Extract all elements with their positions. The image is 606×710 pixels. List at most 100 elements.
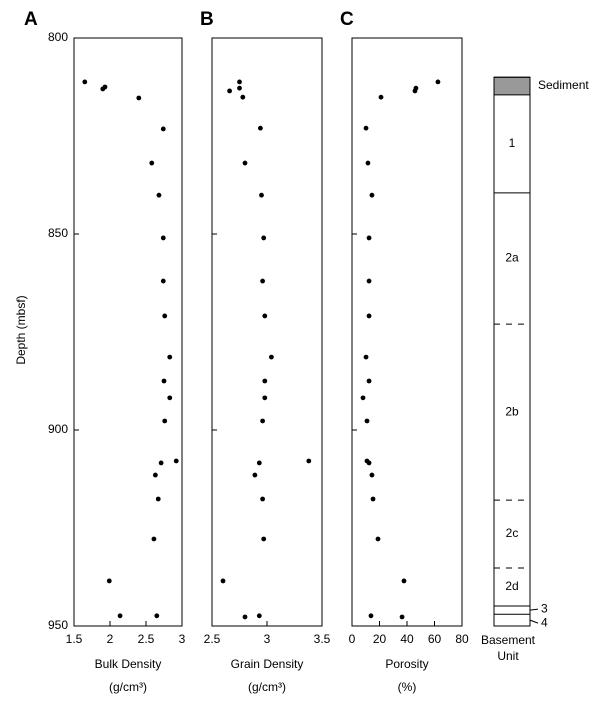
y-tick-label: 800	[48, 30, 68, 44]
unit-leader	[529, 608, 539, 611]
y-axis-label: Depth (mbsf)	[14, 295, 28, 364]
data-point	[154, 613, 160, 619]
data-point	[82, 79, 88, 85]
x-tick-label: 2	[107, 632, 114, 646]
x-axis-unit: (%)	[398, 680, 417, 694]
y-tick-label: 850	[48, 226, 68, 240]
data-point	[151, 536, 157, 542]
data-point	[160, 278, 166, 284]
data-point	[262, 378, 268, 384]
unit-label: Sediment	[538, 78, 589, 92]
unit-leader	[529, 619, 539, 624]
column-frame	[493, 76, 531, 627]
data-point	[262, 313, 268, 319]
data-point	[162, 313, 168, 319]
x-tick-label: 2.5	[138, 632, 155, 646]
data-point	[161, 378, 167, 384]
x-tick-label: 2.5	[204, 632, 221, 646]
plot-frame	[73, 37, 183, 627]
data-point	[360, 395, 366, 401]
x-axis-label: Bulk Density	[95, 657, 162, 671]
unit-label: 2a	[505, 251, 519, 265]
data-point	[136, 95, 142, 101]
data-point	[167, 395, 173, 401]
data-point	[260, 496, 265, 502]
unit-label: 4	[541, 615, 548, 629]
data-point	[366, 278, 372, 284]
x-axis-label: Porosity	[385, 657, 428, 671]
data-point	[242, 614, 248, 620]
x-tick-label: 3.5	[314, 632, 331, 646]
x-tick-label: 0	[349, 632, 356, 646]
data-point	[237, 79, 242, 85]
x-axis-unit: (g/cm³)	[109, 680, 147, 694]
data-point	[256, 460, 262, 466]
x-tick-label: 3	[179, 632, 186, 646]
data-point	[220, 578, 226, 584]
unit-box	[494, 606, 530, 615]
data-point	[242, 160, 248, 166]
data-point	[363, 125, 369, 131]
unit-box	[494, 500, 530, 568]
data-point	[258, 125, 263, 131]
data-point	[259, 192, 264, 198]
plot-frame	[211, 37, 323, 627]
unit-box	[494, 192, 530, 325]
data-point	[106, 578, 112, 584]
data-point	[173, 458, 179, 464]
panel-title: A	[24, 9, 38, 30]
x-tick-label: 3	[264, 632, 271, 646]
data-point	[370, 496, 376, 502]
data-point	[102, 84, 108, 90]
unit-box	[494, 614, 530, 626]
panel-title: C	[340, 9, 354, 30]
unit-label: 1	[509, 136, 516, 150]
data-point	[256, 613, 262, 619]
data-point	[252, 472, 258, 478]
data-point	[401, 578, 407, 584]
data-point	[227, 88, 233, 94]
data-point	[369, 472, 375, 478]
data-point	[363, 354, 369, 360]
x-tick-label: 40	[400, 632, 414, 646]
data-point	[375, 536, 381, 542]
x-tick-label: 20	[373, 632, 387, 646]
unit-label: 2c	[506, 526, 519, 540]
data-point	[366, 313, 372, 319]
x-tick-label: 60	[428, 632, 442, 646]
data-point	[306, 458, 312, 464]
data-point	[158, 460, 164, 466]
x-tick-label: 1.5	[66, 632, 83, 646]
data-point	[435, 79, 441, 85]
data-point	[365, 160, 371, 166]
data-point	[149, 160, 155, 166]
data-point	[369, 192, 375, 198]
data-point	[160, 235, 166, 241]
y-tick-label: 900	[48, 422, 68, 436]
data-point	[260, 418, 265, 424]
data-point	[155, 496, 161, 502]
data-point	[269, 354, 274, 360]
data-point	[399, 614, 405, 620]
unit-label: 2b	[505, 404, 519, 418]
data-point	[167, 354, 173, 360]
data-point	[366, 235, 372, 241]
data-point	[117, 613, 123, 619]
x-tick-label: 80	[455, 632, 469, 646]
x-axis-label: Grain Density	[231, 657, 304, 671]
column-title: Basement	[481, 633, 536, 647]
unit-label: 3	[541, 601, 548, 615]
unit-box	[494, 324, 530, 501]
panel-title: B	[200, 9, 214, 30]
data-point	[162, 418, 168, 424]
unit-box	[494, 94, 530, 193]
data-point	[366, 460, 372, 466]
data-point	[260, 278, 265, 284]
data-point	[160, 126, 166, 132]
data-point	[240, 94, 246, 100]
data-point	[156, 192, 162, 198]
unit-label: 2d	[505, 579, 518, 593]
data-point	[378, 94, 384, 100]
data-point	[262, 395, 268, 401]
